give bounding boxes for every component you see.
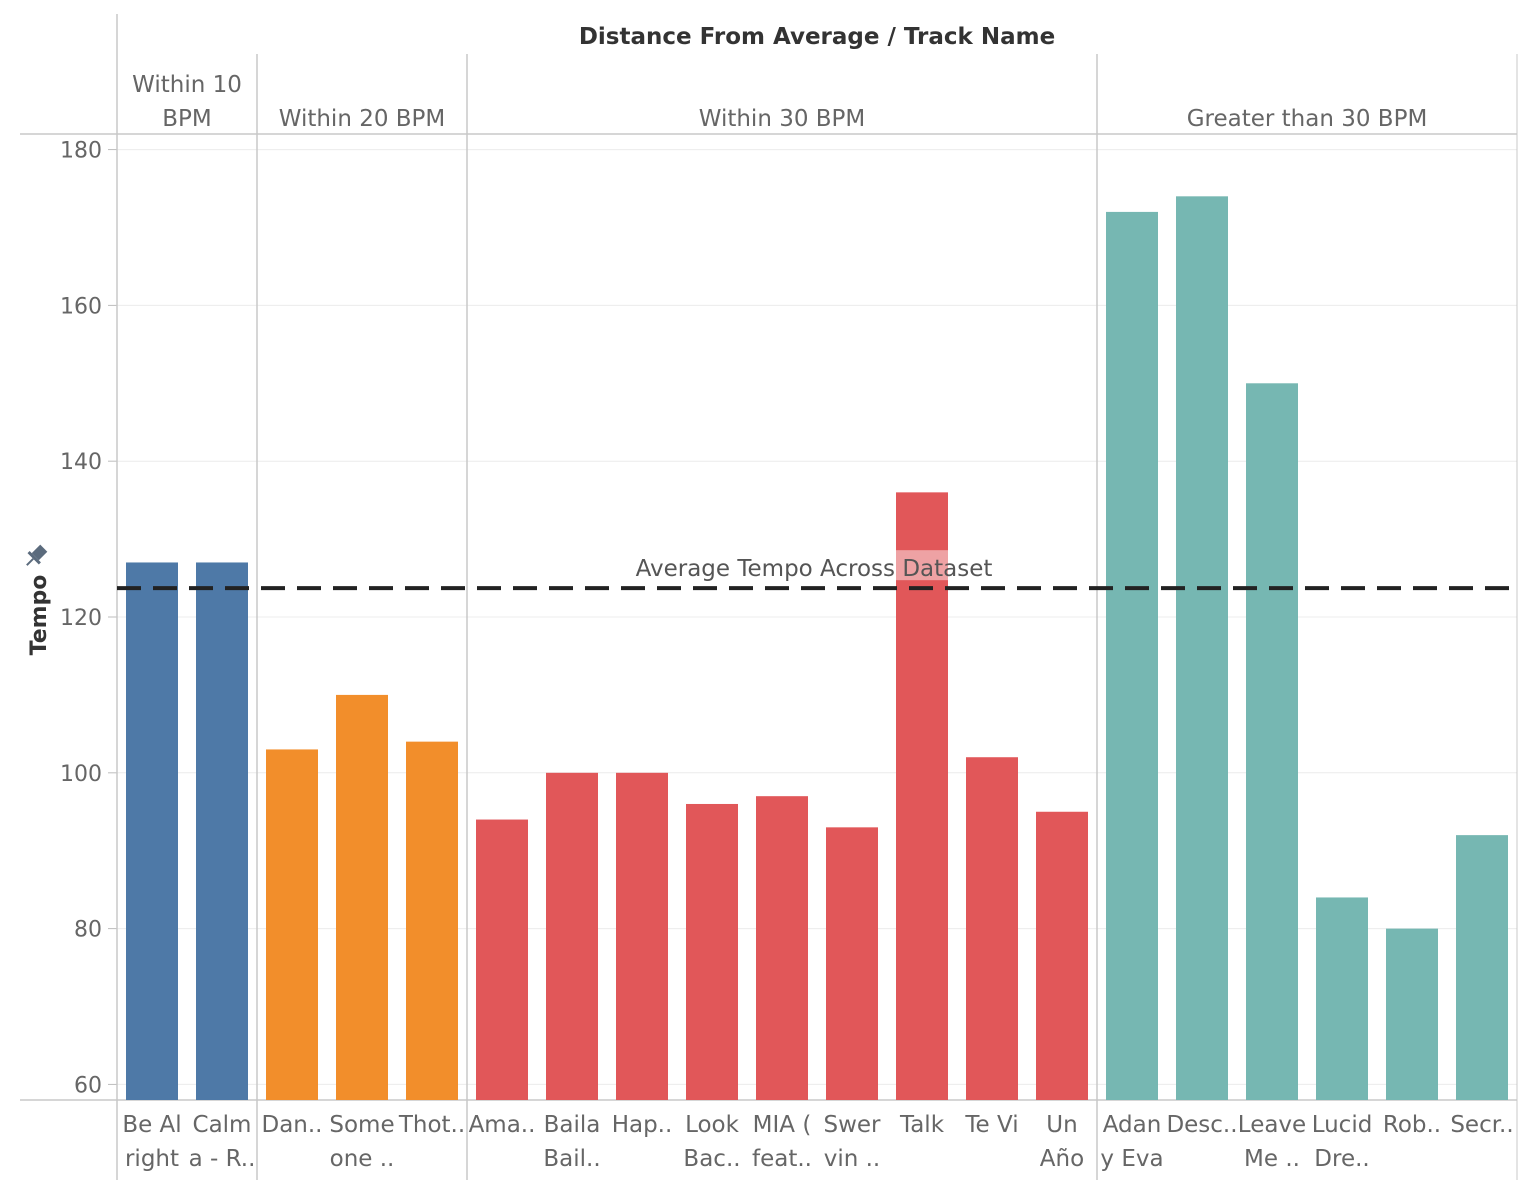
bar[interactable] — [826, 827, 878, 1100]
y-tick-label: 80 — [74, 918, 102, 943]
bar[interactable] — [756, 796, 808, 1100]
x-category-label: MIA ( — [753, 1112, 812, 1138]
x-category-label: Be Al — [122, 1112, 181, 1138]
bar[interactable] — [546, 772, 598, 1100]
x-category-label: Leave — [1238, 1112, 1306, 1138]
reference-line-group: Average Tempo Across Dataset — [117, 550, 1517, 591]
bar[interactable] — [406, 741, 458, 1100]
x-category-label: Thot.. — [398, 1112, 465, 1138]
bar[interactable] — [476, 819, 528, 1100]
group-header-label: Within 30 BPM — [699, 106, 866, 132]
x-category-label: Ama.. — [469, 1112, 536, 1138]
bar[interactable] — [1456, 835, 1508, 1100]
y-tick-label: 160 — [60, 294, 102, 319]
x-category-label: Dre.. — [1314, 1146, 1369, 1172]
bar[interactable] — [1316, 897, 1368, 1100]
x-category-label: Bac.. — [683, 1146, 740, 1172]
bar[interactable] — [686, 803, 738, 1100]
bar[interactable] — [196, 562, 248, 1100]
labels: 60 80 100 120 140 160 180 Within 10 BPM Be Al righ… — [60, 72, 1514, 1172]
group-header-label: BPM — [162, 106, 212, 132]
y-tick-label: 60 — [74, 1073, 102, 1098]
bar[interactable] — [896, 492, 948, 1100]
x-category-label: Hap.. — [612, 1112, 673, 1138]
x-category-label: Lucid — [1312, 1112, 1373, 1138]
x-category-label: right — [125, 1146, 179, 1172]
x-category-label: feat.. — [752, 1146, 812, 1172]
reference-label-background — [636, 550, 992, 581]
bars — [126, 196, 1508, 1101]
x-category-label: Talk — [899, 1112, 945, 1138]
group-header-label: Within 10 — [132, 72, 242, 98]
x-category-label: Dan.. — [261, 1112, 322, 1138]
bar[interactable] — [966, 757, 1018, 1100]
y-axis-label: Tempo — [27, 575, 52, 656]
x-category-label: Swer — [823, 1112, 881, 1138]
x-category-label: Bail.. — [543, 1146, 600, 1172]
bar[interactable] — [1176, 196, 1228, 1101]
x-category-label: Año — [1040, 1146, 1084, 1172]
bar[interactable] — [1386, 928, 1438, 1100]
gridlines — [108, 149, 1517, 1085]
x-category-label: Un — [1046, 1112, 1077, 1138]
x-category-label: Adan — [1103, 1112, 1162, 1138]
x-category-label: Te Vi — [964, 1112, 1018, 1138]
group-header-label: Within 20 BPM — [279, 106, 446, 132]
x-category-label: Desc.. — [1166, 1112, 1237, 1138]
x-category-label: Baila — [544, 1112, 601, 1138]
x-category-label: one .. — [330, 1146, 395, 1172]
bar[interactable] — [1036, 811, 1088, 1100]
pin-icon[interactable] — [21, 543, 49, 571]
group-header-label: Greater than 30 BPM — [1187, 106, 1428, 132]
bar[interactable] — [1246, 383, 1298, 1101]
bar[interactable] — [266, 749, 318, 1100]
y-tick-label: 100 — [60, 762, 102, 787]
bar[interactable] — [126, 562, 178, 1100]
x-category-label: vin .. — [824, 1146, 881, 1172]
x-category-label: y Eva — [1100, 1146, 1163, 1172]
x-category-label: Some — [329, 1112, 394, 1138]
x-category-label: Look — [685, 1112, 740, 1138]
bar[interactable] — [616, 772, 668, 1100]
bar[interactable] — [1106, 211, 1158, 1101]
y-tick-label: 180 — [60, 139, 102, 164]
x-category-label: Calm — [193, 1112, 252, 1138]
x-category-label: a - R.. — [189, 1146, 256, 1172]
x-category-label: Secr.. — [1450, 1112, 1513, 1138]
reference-line-label: Average Tempo Across Dataset — [636, 556, 993, 582]
y-tick-label: 140 — [60, 450, 102, 475]
x-category-label: Rob.. — [1383, 1112, 1441, 1138]
chart-title: Distance From Average / Track Name — [579, 24, 1055, 50]
y-tick-label: 120 — [60, 606, 102, 631]
bar[interactable] — [336, 694, 388, 1100]
x-category-label: Me .. — [1244, 1146, 1300, 1172]
